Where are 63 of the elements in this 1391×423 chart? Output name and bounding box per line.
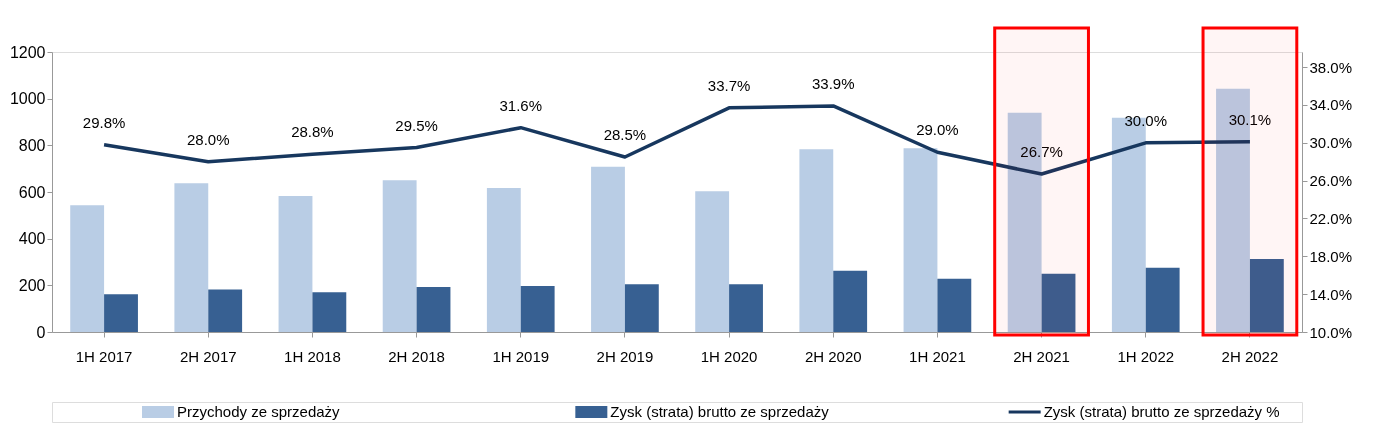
x-tick-label: 2H 2021 <box>1013 347 1070 365</box>
y2-tick-label: 30.0% <box>1309 134 1353 152</box>
bar <box>695 191 730 332</box>
data-label: 29.5% <box>395 116 438 134</box>
x-tick-label: 1H 2020 <box>700 347 758 365</box>
x-tick-label: 2H 2018 <box>388 347 445 365</box>
y-tick-label: 0 <box>36 323 46 341</box>
data-label: 28.8% <box>291 123 334 141</box>
bar <box>104 294 138 332</box>
y-tick-label: 1000 <box>9 90 46 108</box>
y-tick-label: 400 <box>18 230 46 248</box>
x-tick-label: 2H 2017 <box>179 347 237 365</box>
bar <box>174 183 209 332</box>
x-tick-label: 1H 2018 <box>284 347 341 365</box>
bar <box>1249 258 1284 332</box>
data-label: 30.0% <box>1124 111 1168 129</box>
bar <box>729 284 763 332</box>
x-tick-label: 2H 2022 <box>1221 347 1279 365</box>
bar <box>312 292 347 332</box>
bar <box>278 195 313 332</box>
bar <box>520 286 555 332</box>
y2-tick-label: 26.0% <box>1309 172 1353 190</box>
data-label: 26.7% <box>1020 143 1063 161</box>
bar <box>416 286 451 332</box>
x-tick-label: 1H 2022 <box>1117 347 1175 365</box>
bar <box>1145 267 1180 332</box>
data-label: 31.6% <box>499 96 543 114</box>
legend-label: Przychody ze sprzedaży <box>177 403 341 420</box>
bar <box>382 180 417 332</box>
data-label: 30.1% <box>1228 110 1272 128</box>
data-label: 33.9% <box>811 74 855 92</box>
bar <box>486 188 521 332</box>
bar <box>937 278 972 332</box>
y2-tick-label: 22.0% <box>1309 209 1353 227</box>
bar <box>208 289 243 332</box>
y-tick-label: 600 <box>18 183 46 201</box>
y2-tick-label: 10.0% <box>1309 323 1353 341</box>
x-tick-label: 2H 2020 <box>804 347 862 365</box>
bar <box>833 270 868 332</box>
bar <box>903 148 938 332</box>
bar <box>70 205 105 332</box>
data-label: 33.7% <box>707 76 751 94</box>
y2-tick-label: 38.0% <box>1309 58 1353 76</box>
x-tick-label: 2H 2019 <box>596 347 654 365</box>
y2-tick-label: 14.0% <box>1309 285 1353 303</box>
y2-tick-label: 18.0% <box>1309 247 1353 265</box>
legend-label: Zysk (strata) brutto ze sprzedaży <box>610 403 830 420</box>
y-tick-label: 800 <box>18 136 46 154</box>
x-tick-label: 1H 2017 <box>75 347 133 365</box>
y-tick-label: 200 <box>18 276 46 294</box>
y-tick-label: 1200 <box>9 43 46 61</box>
bar <box>591 166 625 332</box>
x-tick-label: 1H 2021 <box>909 347 966 365</box>
x-tick-label: 1H 2019 <box>492 347 550 365</box>
legend-label: Zysk (strata) brutto ze sprzedaży % <box>1043 403 1280 420</box>
data-label: 28.0% <box>186 130 230 148</box>
bar <box>799 149 834 332</box>
data-label: 29.0% <box>916 121 959 139</box>
y2-tick-label: 34.0% <box>1309 96 1353 114</box>
bar <box>1041 273 1076 332</box>
data-label: 29.8% <box>82 113 126 131</box>
bar <box>624 284 659 332</box>
data-label: 28.5% <box>603 126 647 143</box>
